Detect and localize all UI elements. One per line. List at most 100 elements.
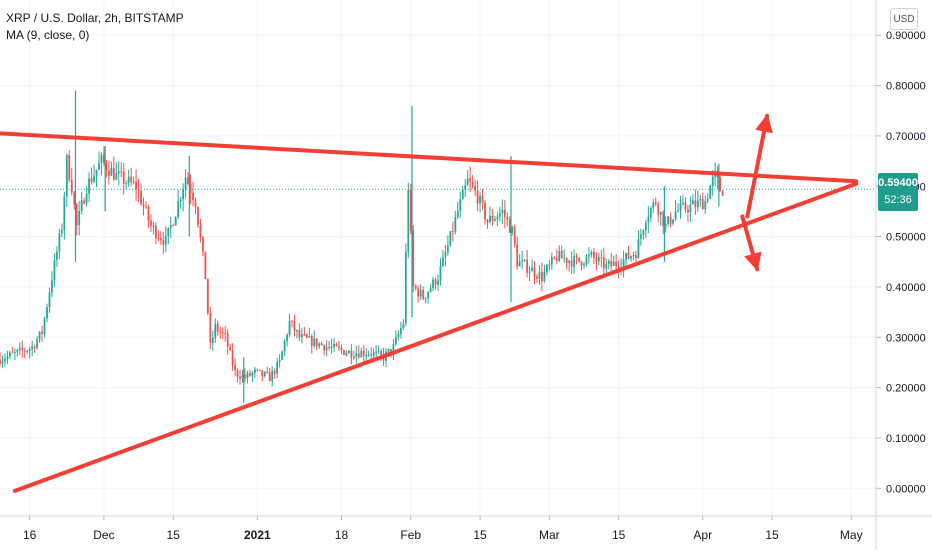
candle-body [533, 267, 536, 277]
candle-body [474, 186, 477, 191]
candle-body [313, 338, 316, 346]
candle-body [0, 359, 1, 365]
candle-body [652, 202, 655, 209]
candle-body [687, 209, 689, 213]
candle-body [103, 154, 105, 163]
candle-body [528, 271, 531, 273]
candle-body [640, 234, 642, 239]
candle-body [709, 185, 712, 199]
candle-body [585, 256, 588, 265]
candle-body [231, 350, 234, 366]
candle-body [538, 271, 541, 279]
candle-body [486, 219, 489, 223]
candle-body [644, 222, 647, 231]
candle-body [390, 349, 392, 353]
candle-body [672, 219, 674, 224]
x-tick-label: 16 [23, 528, 37, 542]
candle-body [211, 337, 214, 344]
symbol-title[interactable]: XRP / U.S. Dollar, 2h, BITSTAMP [6, 11, 184, 25]
candle-body [469, 178, 472, 182]
candle-body [392, 344, 395, 353]
candle-body [360, 350, 363, 358]
candle-body [206, 279, 209, 314]
candle-body [682, 202, 684, 204]
candle-body [427, 291, 430, 298]
candle-body [711, 177, 714, 186]
candle-body [320, 343, 323, 346]
candle-body [167, 227, 170, 237]
candle-body [432, 279, 434, 289]
candle-body [622, 259, 625, 269]
candle-body [298, 330, 301, 338]
candle-body [501, 209, 504, 214]
candle-body [63, 196, 66, 230]
candle-body [464, 185, 467, 190]
candle-body [293, 321, 296, 331]
candle-body [550, 257, 553, 265]
candle-body [635, 255, 637, 259]
candle-body [135, 181, 138, 190]
candle-body [461, 189, 464, 200]
candle-body [545, 265, 548, 273]
candle-body [6, 356, 9, 360]
candle-body [600, 257, 603, 259]
candle-body [694, 200, 697, 207]
indicator-label[interactable]: MA (9, close, 0) [6, 28, 90, 42]
currency-badge[interactable]: USD [890, 8, 918, 30]
candle-body [456, 210, 459, 218]
y-tick-label: 0.70000 [886, 131, 926, 143]
candle-body [296, 330, 298, 332]
candle-body [407, 189, 410, 252]
candle-body [721, 191, 724, 196]
candle-body [553, 257, 556, 259]
candle-body [120, 171, 123, 173]
candle-body [236, 370, 239, 377]
candle-body [75, 204, 78, 226]
candle-body [48, 292, 51, 308]
y-tick-label: 0.90000 [886, 30, 926, 42]
candle-body [481, 195, 484, 203]
candle-body [352, 356, 355, 358]
candle-body [78, 211, 81, 226]
candle-body [417, 288, 420, 297]
candle-body [300, 334, 303, 338]
candle-body [516, 244, 519, 267]
y-tick-label: 0.20000 [886, 383, 926, 395]
candle-body [189, 184, 192, 193]
candle-body [348, 350, 350, 354]
candle-body [437, 280, 439, 285]
candle-body [669, 216, 672, 224]
candle-body [261, 370, 264, 377]
candle-body [53, 259, 56, 281]
candle-body [154, 225, 157, 239]
candle-body [310, 335, 313, 346]
y-tick-label: 0.80000 [886, 81, 926, 93]
x-tick-label: 18 [335, 528, 349, 542]
candle-body [560, 250, 563, 259]
y-tick-label: 0.40000 [886, 282, 926, 294]
candle-body [23, 350, 26, 352]
candle-body [701, 199, 704, 210]
candle-body [627, 253, 630, 259]
y-tick-label: 0.30000 [886, 332, 926, 344]
candle-body [60, 229, 63, 234]
candle-body [536, 276, 538, 279]
candle-body [602, 257, 605, 269]
chart-legend: XRP / U.S. Dollar, 2h, BITSTAMP MA (9, c… [6, 10, 184, 44]
candle-body [187, 177, 189, 185]
candle-body [402, 323, 405, 329]
candle-body [276, 361, 279, 374]
candle-body [234, 365, 236, 371]
candle-body [95, 169, 98, 176]
candle-body [58, 233, 61, 252]
candle-body [142, 204, 145, 207]
arrow-up-shaft [745, 113, 770, 219]
candle-body [112, 167, 115, 180]
candle-body [679, 203, 682, 211]
candle-body [691, 200, 694, 205]
candle-body [704, 201, 707, 210]
candle-body [256, 369, 259, 371]
candle-body [65, 155, 68, 197]
